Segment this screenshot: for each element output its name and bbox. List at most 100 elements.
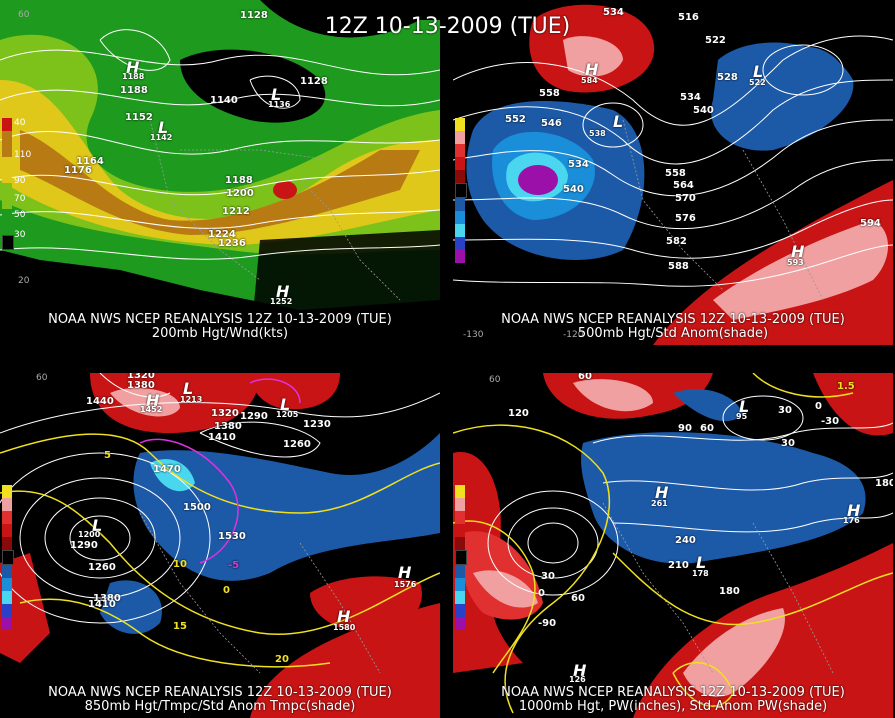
panel-200mb-legend: 40 110 90 70 50 30 <box>2 118 31 250</box>
low-pressure-marker: L <box>271 85 282 104</box>
contour-label: 1290 <box>240 411 268 422</box>
legend-value: 40 <box>14 118 26 128</box>
contour-label: -90 <box>538 618 557 629</box>
legend-value: 30 <box>14 230 26 240</box>
contour-label: 540 <box>563 184 584 195</box>
contour-label: 534 <box>568 159 589 170</box>
contour-label: 1188 <box>120 85 148 96</box>
contour-label: 0 <box>538 588 545 599</box>
contour-label: 1152 <box>125 112 153 123</box>
contour-label: 30 <box>781 438 795 449</box>
panel-caption-source: NOAA NWS NCEP REANALYSIS 12Z 10-13-2009 … <box>48 312 392 327</box>
center-value: 1213 <box>180 395 203 404</box>
high-pressure-marker: H <box>573 661 587 680</box>
panel-caption-field: 500mb Hgt/Std Anom(shade) <box>577 326 769 341</box>
contour-label: 558 <box>539 88 560 99</box>
contour-label: 534 <box>603 7 624 18</box>
contour-label: 1320 <box>127 373 155 381</box>
contour-label: 180 <box>875 478 893 489</box>
contour-label: 1380 <box>214 421 242 432</box>
legend-value: 50 <box>14 210 26 220</box>
lat-label: 20 <box>18 276 30 286</box>
contour-label: 1320 <box>211 408 239 419</box>
panel-caption-source: NOAA NWS NCEP REANALYSIS 12Z 10-13-2009 … <box>501 312 845 327</box>
contour-label: 1176 <box>64 165 92 176</box>
contour-label: 60 <box>700 423 714 434</box>
center-value: 1136 <box>268 100 291 109</box>
center-value: 1205 <box>276 410 299 419</box>
contour-label: 30 <box>778 405 792 416</box>
contour-label: 210 <box>668 560 689 571</box>
contour-label: 1188 <box>225 175 253 186</box>
contour-label: 90 <box>678 423 692 434</box>
low-pressure-marker: L <box>739 397 750 416</box>
contour-label: 1224 <box>208 229 236 240</box>
contour-label: 1128 <box>240 10 268 21</box>
panel-200mb-map <box>0 0 440 345</box>
center-value: 1142 <box>150 133 173 142</box>
panel-500mb: 534 516 522 528 552 546 558 534 540 534 … <box>453 0 893 345</box>
contour-label: 180 <box>719 586 740 597</box>
contour-label: -30 <box>821 416 840 427</box>
low-pressure-marker: L <box>280 395 291 414</box>
contour-label: 552 <box>505 114 526 125</box>
center-value: 1188 <box>122 72 145 81</box>
panel-850mb-map <box>0 373 440 718</box>
contour-label: 30 <box>541 571 555 582</box>
contour-label: 0 <box>815 401 822 412</box>
lat-label: 60 <box>36 373 48 383</box>
center-value: 593 <box>787 258 804 267</box>
contour-label: 576 <box>675 213 696 224</box>
high-pressure-marker: H <box>276 282 290 301</box>
contour-label: 15 <box>173 621 187 632</box>
low-pressure-marker: L <box>613 112 624 131</box>
contour-label: 1410 <box>88 599 116 610</box>
contour-label: 558 <box>665 168 686 179</box>
high-pressure-marker: H <box>146 391 160 410</box>
contour-label: 1200 <box>226 188 254 199</box>
contour-label: 1500 <box>183 502 211 513</box>
contour-label: 1470 <box>153 464 181 475</box>
legend-value: 90 <box>14 176 26 186</box>
center-value: 1252 <box>270 297 293 306</box>
panel-850mb: 1320 1380 1440 1320 1380 1410 1290 1230 … <box>0 373 440 718</box>
contour-label: 540 <box>693 105 714 116</box>
contour-label: 1380 <box>127 380 155 391</box>
contour-label: 522 <box>705 35 726 46</box>
contour-label: 1212 <box>222 206 250 217</box>
lat-label: 60 <box>489 375 501 385</box>
contour-label: 1230 <box>303 419 331 430</box>
contour-label: 1440 <box>86 396 114 407</box>
high-pressure-marker: H <box>585 60 599 79</box>
high-pressure-marker: H <box>126 58 140 77</box>
panel-500mb-legend <box>455 118 467 263</box>
panel-caption-field: 850mb Hgt/Tmpc/Std Anom Tmpc(shade) <box>84 699 356 714</box>
panel-caption-field: 200mb Hgt/Wnd(kts) <box>151 326 289 341</box>
contour-label: 1236 <box>218 238 246 249</box>
contour-label: 240 <box>675 535 696 546</box>
lon-label: -120 <box>563 330 584 340</box>
center-value: 584 <box>581 76 598 85</box>
low-pressure-marker: L <box>696 553 707 572</box>
contour-label: 534 <box>680 92 701 103</box>
high-pressure-marker: H <box>791 242 805 261</box>
center-value: 126 <box>569 675 586 684</box>
contour-label: 1290 <box>70 540 98 551</box>
center-value: 176 <box>843 516 860 525</box>
contour-label: 588 <box>668 261 689 272</box>
center-value: 261 <box>651 499 668 508</box>
center-value: 95 <box>736 412 748 421</box>
contour-label: 60 <box>571 593 585 604</box>
high-pressure-marker: H <box>398 563 412 582</box>
panel-500mb-map <box>453 0 893 345</box>
contour-label: 1260 <box>283 439 311 450</box>
contour-label: 528 <box>717 72 738 83</box>
contour-label: 0 <box>223 585 230 596</box>
high-pressure-marker: H <box>847 501 861 520</box>
panel-caption-source: NOAA NWS NCEP REANALYSIS 12Z 10-13-2009 … <box>48 685 392 700</box>
panel-caption-source: NOAA NWS NCEP REANALYSIS 12Z 10-13-2009 … <box>501 685 845 700</box>
center-value: 1580 <box>333 623 356 632</box>
panel-1000mb-legend <box>455 485 467 630</box>
contour-label: 1260 <box>88 562 116 573</box>
contour-label: 10 <box>173 559 187 570</box>
